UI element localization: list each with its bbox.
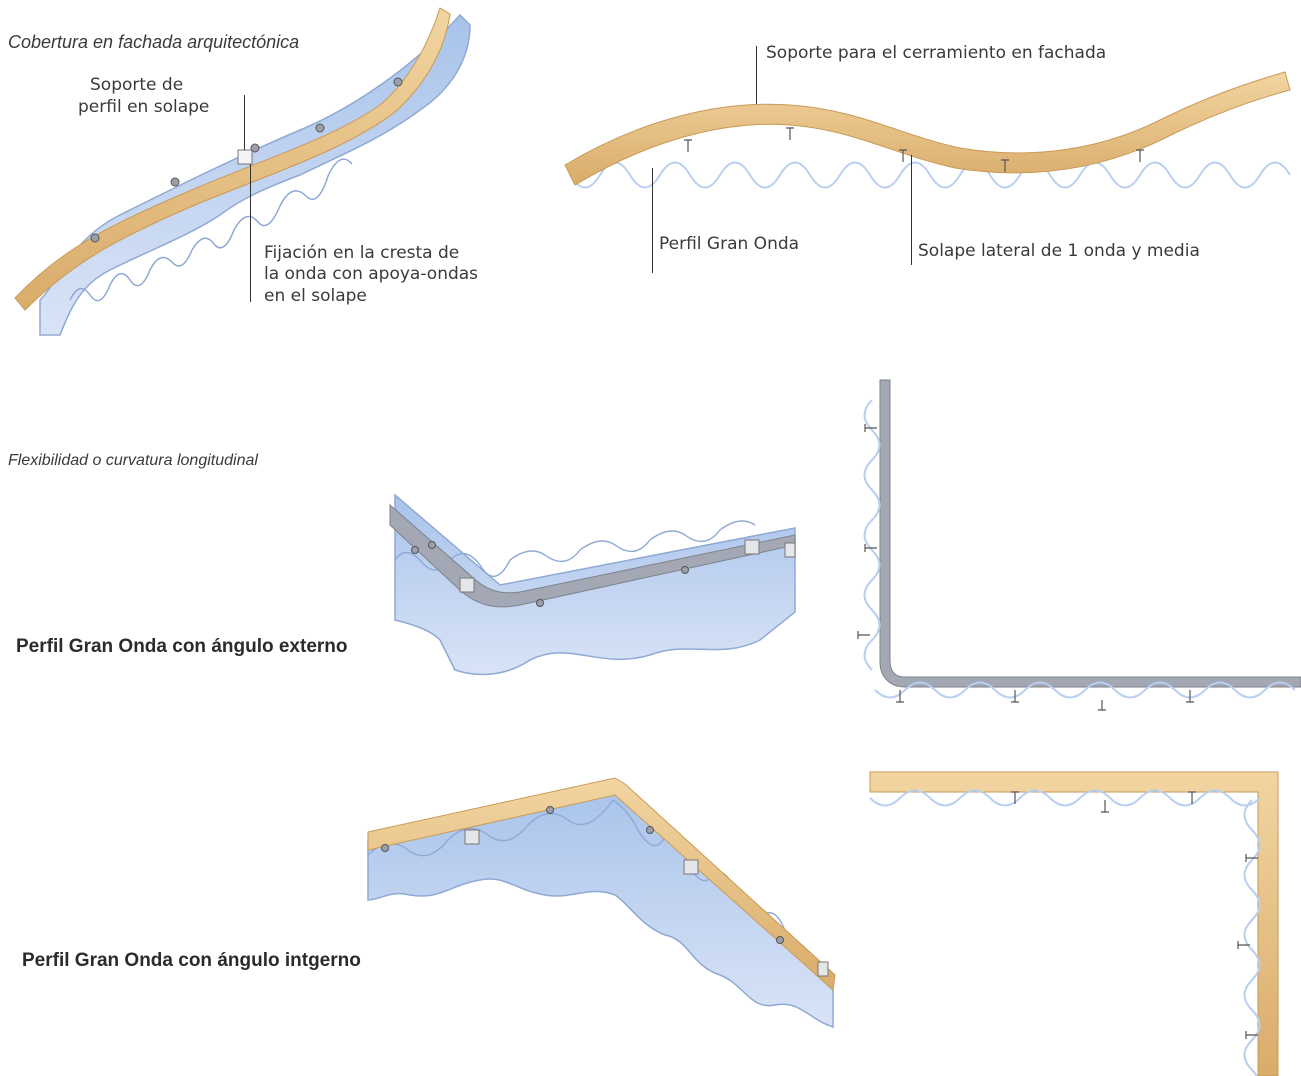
wavy-facade-illustration: [564, 71, 1291, 189]
leader-solape-lateral: [911, 155, 912, 265]
internal-angle-illustration: [367, 777, 836, 1029]
curved-wood-support: [14, 7, 451, 311]
label-soporte-solape-line2: perfil en solape: [78, 97, 210, 117]
overlap-profile-support: [237, 149, 253, 165]
flexibility-title: Flexibilidad o curvatura longitudinal: [8, 452, 258, 469]
wavy-profile-line: [569, 161, 1291, 189]
internal-angle-plan: [869, 771, 1279, 1076]
leader-perfil-gran-onda: [652, 168, 653, 273]
label-perfil-gran-onda: Perfil Gran Onda: [659, 234, 800, 254]
curved-facade-title: Cobertura en fachada arquitectónica: [8, 32, 300, 52]
label-fijacion-line2: la onda con apoya-ondas: [264, 264, 479, 284]
label-soporte-solape-line1: Soporte de: [90, 75, 184, 95]
leader-soporte-fachada: [756, 46, 757, 104]
internal-angle-title: Perfil Gran Onda con ángulo intgerno: [22, 950, 361, 971]
label-fijacion-line3: en el solape: [264, 286, 367, 306]
external-angle-plan: [857, 379, 1301, 711]
external-angle-illustration: [389, 493, 796, 676]
internal-wood-rail: [367, 777, 836, 992]
external-plan-steel: [879, 379, 1301, 688]
leader-soporte-solape: [244, 95, 245, 150]
external-angle-title: Perfil Gran Onda con ángulo externo: [16, 636, 348, 657]
label-solape-lateral: Solape lateral de 1 onda y media: [918, 241, 1200, 261]
curved-facade-illustration: [14, 7, 471, 336]
internal-plan-wood: [869, 771, 1279, 1076]
internal-panel: [367, 784, 834, 1029]
wavy-wood-support: [564, 71, 1291, 186]
label-fijacion-line1: Fijación en la cresta de: [264, 243, 460, 263]
label-soporte-fachada: Soporte para el cerramiento en fachada: [766, 43, 1107, 63]
leader-fijacion: [250, 164, 251, 302]
